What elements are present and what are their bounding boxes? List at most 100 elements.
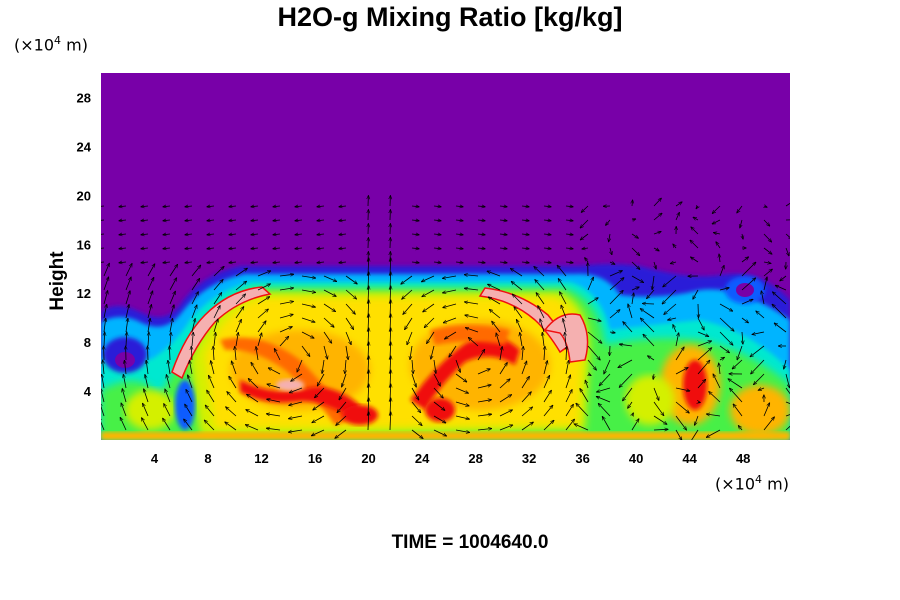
wind-arrow (763, 233, 772, 242)
wind-arrow (631, 261, 640, 269)
wind-arrow (273, 206, 281, 207)
wind-arrow (229, 220, 237, 221)
wind-arrow (289, 401, 303, 405)
wind-arrow (696, 206, 698, 209)
wind-arrow (675, 401, 689, 413)
wind-arrow (477, 414, 492, 416)
wind-arrow (390, 412, 391, 431)
wind-arrow (125, 304, 129, 319)
wind-arrow (102, 374, 105, 389)
wind-arrow (273, 234, 281, 235)
wind-arrow (423, 303, 435, 312)
wind-arrow (764, 206, 767, 207)
wind-arrow (521, 361, 527, 375)
wind-arrow (521, 407, 533, 417)
wind-arrow (602, 416, 611, 431)
wind-arrow (521, 376, 529, 389)
wind-arrow (464, 302, 479, 305)
wind-arrow (433, 401, 445, 410)
wind-arrow (510, 268, 523, 277)
wind-arrow (730, 388, 743, 403)
wind-arrow (775, 285, 787, 291)
wind-arrow (538, 306, 545, 319)
wind-arrow (691, 227, 699, 235)
wind-arrow (119, 248, 127, 249)
wind-arrow (411, 387, 419, 400)
wind-arrow (189, 360, 193, 375)
wind-arrow (433, 234, 441, 235)
wind-arrow (631, 233, 638, 238)
wind-arrow (317, 373, 325, 386)
wind-arrow (477, 248, 485, 249)
wind-arrow (713, 374, 721, 389)
wind-arrow (125, 264, 132, 277)
wind-arrow (144, 389, 149, 403)
wind-arrow (251, 362, 259, 375)
wind-arrow (697, 341, 712, 347)
wind-arrow (675, 415, 687, 430)
wind-arrow (670, 262, 677, 264)
wind-arrow (186, 390, 193, 403)
wind-arrow (235, 332, 238, 347)
wind-arrow (101, 261, 105, 263)
wind-arrow (675, 212, 679, 221)
wind-arrow (719, 265, 724, 277)
wind-arrow (184, 419, 193, 431)
wind-arrow (143, 403, 149, 417)
wind-arrow (587, 359, 596, 370)
wind-arrow (741, 262, 756, 277)
wind-arrow (609, 271, 622, 277)
wind-arrow (488, 297, 501, 305)
wind-arrow (191, 319, 195, 333)
wind-arrow (585, 380, 589, 389)
x-tick-label: 36 (575, 451, 589, 466)
wind-arrow (191, 305, 197, 319)
wind-arrow (599, 373, 611, 386)
wind-arrow (464, 288, 479, 290)
wind-arrow (401, 275, 413, 284)
wind-arrow (763, 269, 772, 277)
wind-arrow (653, 373, 654, 379)
wind-arrow (211, 361, 215, 375)
wind-arrow (214, 332, 216, 347)
wind-arrow (279, 274, 294, 276)
wind-arrow (477, 385, 491, 389)
wind-arrow (317, 262, 325, 263)
wind-arrow (405, 317, 413, 330)
wind-arrow (741, 317, 749, 323)
wind-arrow (169, 305, 174, 319)
wind-arrow (402, 289, 413, 299)
wind-arrow (257, 284, 270, 291)
wind-arrow (784, 359, 787, 369)
wind-arrow (499, 363, 507, 375)
wind-arrow (213, 306, 220, 319)
wind-arrow (560, 292, 567, 305)
wind-arrow (266, 414, 281, 417)
wind-arrow (512, 294, 523, 305)
wind-arrow (521, 234, 529, 235)
wind-arrow (763, 417, 774, 431)
wind-arrow (741, 257, 749, 263)
wind-arrow (477, 369, 490, 375)
wind-arrow (737, 205, 743, 213)
wind-arrow (785, 414, 790, 417)
wind-arrow (121, 403, 127, 417)
wind-arrow (455, 415, 469, 419)
wind-arrow (339, 234, 347, 235)
wind-arrow (565, 220, 573, 221)
y-axis-unit: (×104 m) (14, 34, 88, 55)
wind-arrow (751, 359, 765, 374)
wind-arrow (101, 205, 105, 207)
wind-arrow (543, 220, 551, 221)
wind-arrow (301, 317, 315, 322)
wind-arrow (609, 262, 615, 264)
wind-arrow (257, 333, 262, 347)
wind-arrow (345, 303, 355, 314)
wind-arrow (163, 262, 171, 263)
wind-arrow (741, 299, 753, 305)
wind-arrow (257, 271, 271, 277)
wind-arrow (225, 422, 237, 431)
wind-arrow (716, 242, 721, 249)
wind-arrow (147, 264, 155, 277)
